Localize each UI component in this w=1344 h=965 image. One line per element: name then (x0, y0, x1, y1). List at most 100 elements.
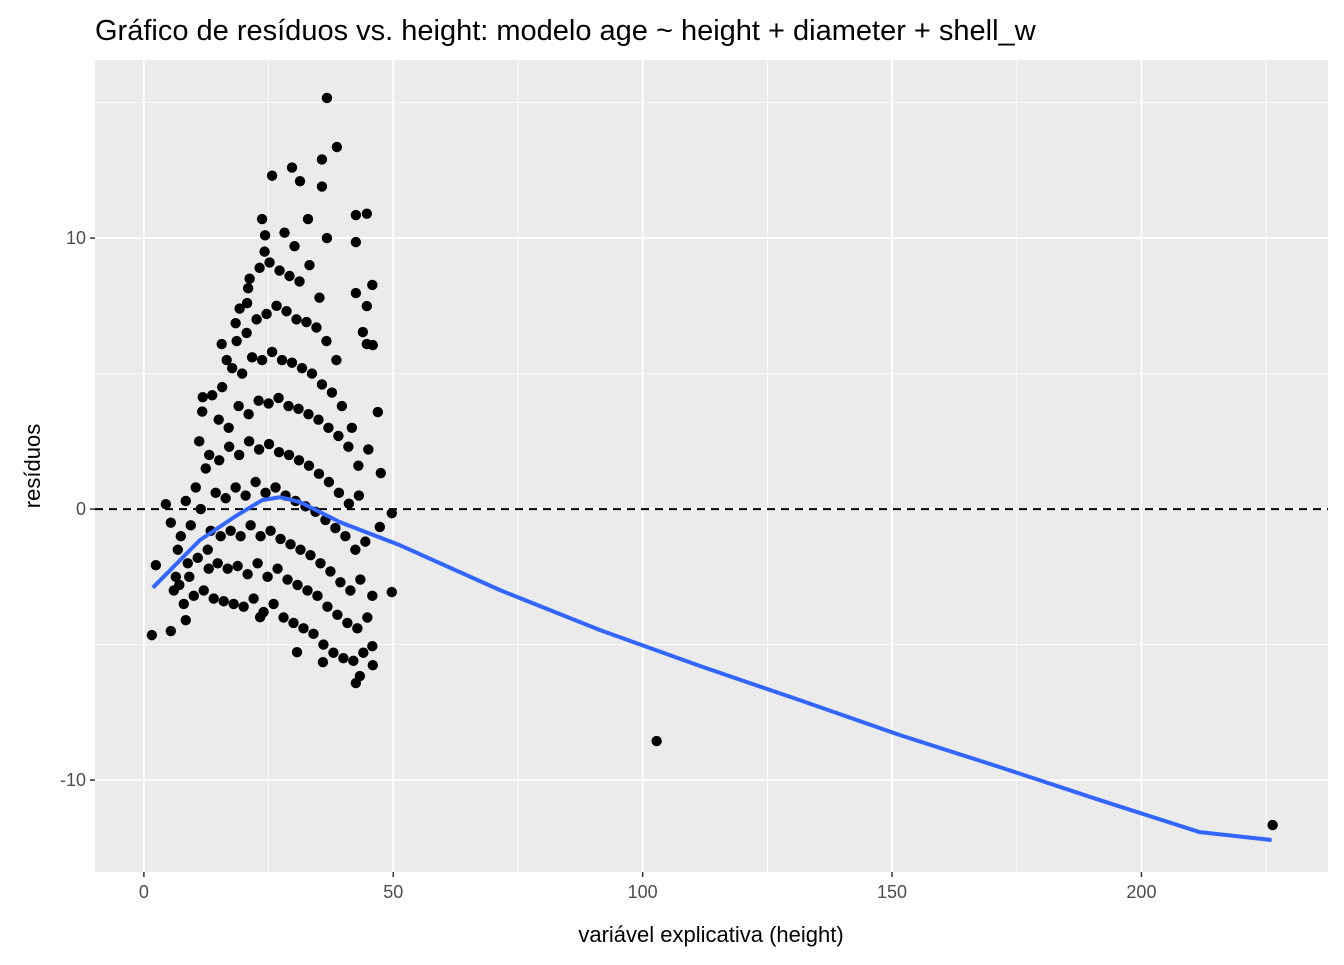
point (220, 493, 231, 504)
point (312, 590, 323, 602)
point (218, 596, 229, 607)
point (253, 444, 265, 455)
point (333, 430, 344, 442)
point (350, 677, 362, 689)
point (308, 628, 319, 639)
point (386, 507, 397, 519)
point (188, 590, 199, 602)
point (386, 586, 397, 598)
point (316, 379, 328, 390)
point (314, 292, 325, 303)
point (358, 647, 369, 658)
point (165, 625, 177, 637)
point (259, 246, 270, 257)
point (305, 549, 316, 561)
point (231, 335, 242, 347)
point (321, 232, 333, 244)
x-tick-label: 100 (628, 882, 658, 902)
point (374, 521, 386, 533)
point (283, 400, 294, 412)
point (274, 265, 285, 276)
point (353, 460, 364, 471)
point (301, 316, 312, 328)
point (202, 544, 213, 555)
point (190, 482, 201, 493)
point (273, 446, 285, 458)
x-tick-label: 50 (383, 882, 403, 902)
point (294, 276, 305, 287)
point (184, 571, 195, 583)
point (367, 590, 378, 602)
point (228, 598, 239, 610)
point (259, 230, 271, 241)
point (180, 615, 191, 626)
point (182, 558, 193, 569)
point (282, 574, 293, 585)
point (317, 657, 329, 668)
point (223, 422, 234, 433)
point (260, 487, 271, 499)
point (350, 544, 361, 555)
point (243, 409, 254, 420)
point (345, 585, 356, 596)
point (197, 406, 208, 417)
point (263, 398, 274, 409)
point (286, 162, 298, 173)
point (234, 303, 245, 314)
point (286, 357, 298, 368)
point (178, 598, 189, 610)
point (362, 612, 373, 623)
point (360, 536, 371, 547)
point (352, 623, 363, 634)
point (303, 460, 315, 471)
point (283, 449, 295, 461)
point (240, 490, 251, 501)
point (180, 495, 191, 507)
point (242, 283, 254, 294)
point (311, 322, 322, 333)
point (348, 655, 359, 667)
point (335, 577, 346, 588)
point (333, 487, 345, 499)
point (316, 181, 328, 192)
point (200, 463, 211, 474)
point (332, 609, 343, 620)
point (276, 354, 288, 366)
point (367, 641, 378, 652)
point (251, 314, 262, 325)
point (343, 498, 355, 509)
point (233, 400, 244, 412)
point (285, 539, 296, 550)
y-axis-title: resíduos (20, 424, 45, 508)
point (174, 579, 185, 591)
smooth-line (151, 495, 1272, 843)
point (361, 208, 373, 219)
point (198, 585, 209, 596)
point (254, 612, 266, 623)
point (357, 326, 369, 338)
point (261, 308, 272, 320)
point (254, 262, 265, 274)
point (346, 422, 358, 433)
point (321, 335, 332, 347)
point (270, 482, 281, 493)
point (313, 468, 325, 480)
point (212, 558, 223, 569)
point (255, 530, 266, 542)
point (192, 552, 203, 564)
point (303, 409, 314, 420)
point (246, 352, 258, 363)
point (245, 520, 256, 531)
point (306, 368, 318, 379)
point (330, 522, 341, 534)
point (372, 406, 384, 418)
point (353, 490, 365, 501)
point (296, 362, 308, 374)
point (236, 368, 248, 379)
point (350, 287, 362, 299)
point (150, 559, 162, 571)
point (367, 660, 379, 671)
point (253, 395, 264, 406)
point (304, 259, 315, 271)
